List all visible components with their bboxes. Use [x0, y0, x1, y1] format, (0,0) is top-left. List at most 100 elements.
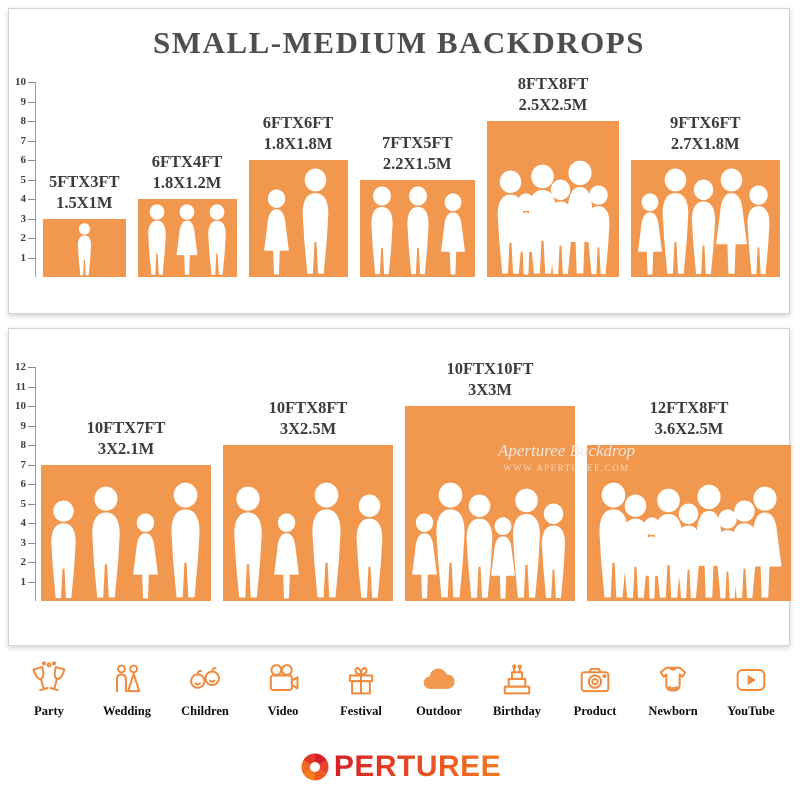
page-title: SMALL-MEDIUM BACKDROPS [153, 25, 645, 60]
size-feet-text: 10FTX7FT [86, 417, 166, 437]
silhouette-group [249, 168, 348, 277]
axis-tick-label: 8 [20, 439, 27, 451]
backdrop-size-bar [248, 160, 348, 277]
category-label: Party [34, 704, 64, 718]
category-label: Video [267, 704, 299, 718]
axis-tick-label: 2 [20, 232, 27, 244]
aperturee-logo: PERTUREE [0, 750, 800, 784]
person-silhouette [77, 223, 91, 276]
axis-tick-label: 2 [20, 556, 27, 568]
silhouette-group [405, 482, 575, 601]
video-camera-icon [269, 664, 299, 691]
category-wedding: Wedding [90, 660, 164, 719]
small-medium-backdrops-panel-top: SMALL-MEDIUM BACKDROPS 1 2 3 4 5 6 7 8 9 10 5FTX3F… [8, 8, 790, 314]
category-label: Children [181, 704, 229, 718]
logo-text: PERTUREE [333, 750, 502, 783]
axis-tick [28, 425, 35, 427]
person-silhouette [528, 164, 556, 274]
category-label: Festival [340, 704, 382, 718]
axis-tick [28, 581, 35, 583]
size-meters-text: 3X3M [468, 380, 512, 400]
category-product: Product [558, 660, 632, 719]
person-silhouette [436, 482, 465, 598]
person-silhouette [466, 494, 493, 598]
axis-tick [28, 464, 35, 466]
category-children: Children [168, 660, 242, 719]
backdrop-size-label: 10FTX7FT 3X2.1M [87, 417, 166, 460]
person-silhouette [356, 494, 382, 598]
axis-tick-label: 3 [20, 536, 27, 549]
backdrop-size-label: 5FTX3FT 1.5X1M [49, 171, 120, 214]
axis-tick [28, 406, 35, 407]
chart-axis [35, 82, 36, 277]
axis-tick [28, 238, 35, 239]
small-medium-backdrops-panel-bottom: 1 2 3 4 5 6 7 8 9 10 11 12 10FTX7FT 3X2.1M 10FTX8FT 3X2… [8, 328, 791, 646]
backdrop-size-label: 10FTX8FT 3X2.5M [269, 397, 348, 440]
category-label: YouTube [727, 704, 775, 718]
person-silhouette [311, 482, 341, 598]
axis-tick-label: 6 [20, 478, 27, 490]
category-label: Outdoor [416, 704, 462, 718]
silhouette-group [138, 204, 237, 277]
silhouette-group [487, 160, 619, 277]
category-youtube: YouTube [714, 660, 788, 719]
person-silhouette [541, 503, 565, 599]
backdrop-size-label: 10FTX10FT 3X3M [446, 358, 533, 401]
person-silhouette [716, 168, 748, 274]
size-feet-text: 9FTX6FT [669, 113, 741, 132]
category-birthday: Birthday [480, 660, 554, 719]
size-meters-text: 1.5X1M [56, 192, 113, 212]
axis-tick-label: 4 [20, 193, 27, 205]
axis-tick [28, 140, 35, 142]
person-silhouette [208, 204, 226, 275]
axis-tick [28, 542, 35, 544]
silhouette-group [41, 482, 211, 601]
backdrop-size-bar [631, 160, 780, 277]
size-feet-text: 5FTX3FT [48, 171, 120, 191]
axis-tick-label: 5 [20, 497, 27, 510]
axis-tick-label: 9 [20, 419, 27, 432]
person-silhouette [692, 179, 716, 275]
size-meters-text: 2.2X1.5M [382, 153, 452, 173]
axis-tick [28, 121, 35, 122]
backdrop-size-bar [359, 179, 475, 277]
person-silhouette [747, 185, 770, 275]
size-meters-text: 1.8X1.2M [152, 173, 222, 193]
axis-tick [28, 503, 35, 505]
axis-tick [28, 257, 35, 259]
axis-tick-label: 12 [15, 361, 26, 373]
size-meters-text: 3X2.5M [279, 419, 337, 439]
cloud-icon [423, 668, 455, 689]
backdrop-size-label: 8FTX8FT 2.5X2.5M [518, 73, 589, 116]
size-meters-text: 2.7X1.8M [670, 134, 740, 154]
axis-tick-label: 1 [20, 251, 27, 264]
person-silhouette [371, 186, 393, 275]
person-silhouette [171, 482, 200, 598]
person-silhouette [497, 170, 523, 274]
axis-tick [28, 562, 35, 563]
axis-tick [28, 160, 35, 161]
person-silhouette [513, 488, 541, 598]
axis-tick-label: 10 [15, 76, 26, 88]
size-feet-text: 8FTX8FT [517, 74, 589, 93]
size-meters-text: 1.8X1.8M [263, 134, 333, 154]
photo-camera-icon [580, 667, 610, 693]
backdrop-size-bar [487, 121, 619, 277]
backdrop-size-label: 9FTX6FT 2.7X1.8M [670, 112, 741, 155]
axis-tick [28, 386, 35, 388]
backdrop-size-label: 12FTX8FT 3.6X2.5M [650, 397, 729, 440]
axis-tick-label: 1 [20, 575, 27, 588]
person-silhouette [748, 486, 782, 598]
category-label: Product [573, 704, 617, 718]
backdrop-size-label: 6FTX4FT 1.8X1.2M [152, 151, 223, 194]
axis-tick [28, 101, 35, 103]
silhouette-group [223, 482, 393, 601]
axis-tick-label: 11 [15, 380, 26, 393]
backdrop-size-bar [405, 406, 575, 601]
axis-tick-label: 9 [20, 95, 27, 108]
person-silhouette [92, 486, 120, 598]
person-silhouette [638, 193, 663, 275]
axis-tick-label: 7 [20, 458, 27, 471]
size-meters-text: 3X2.1M [97, 438, 155, 458]
category-video: Video [246, 660, 320, 719]
